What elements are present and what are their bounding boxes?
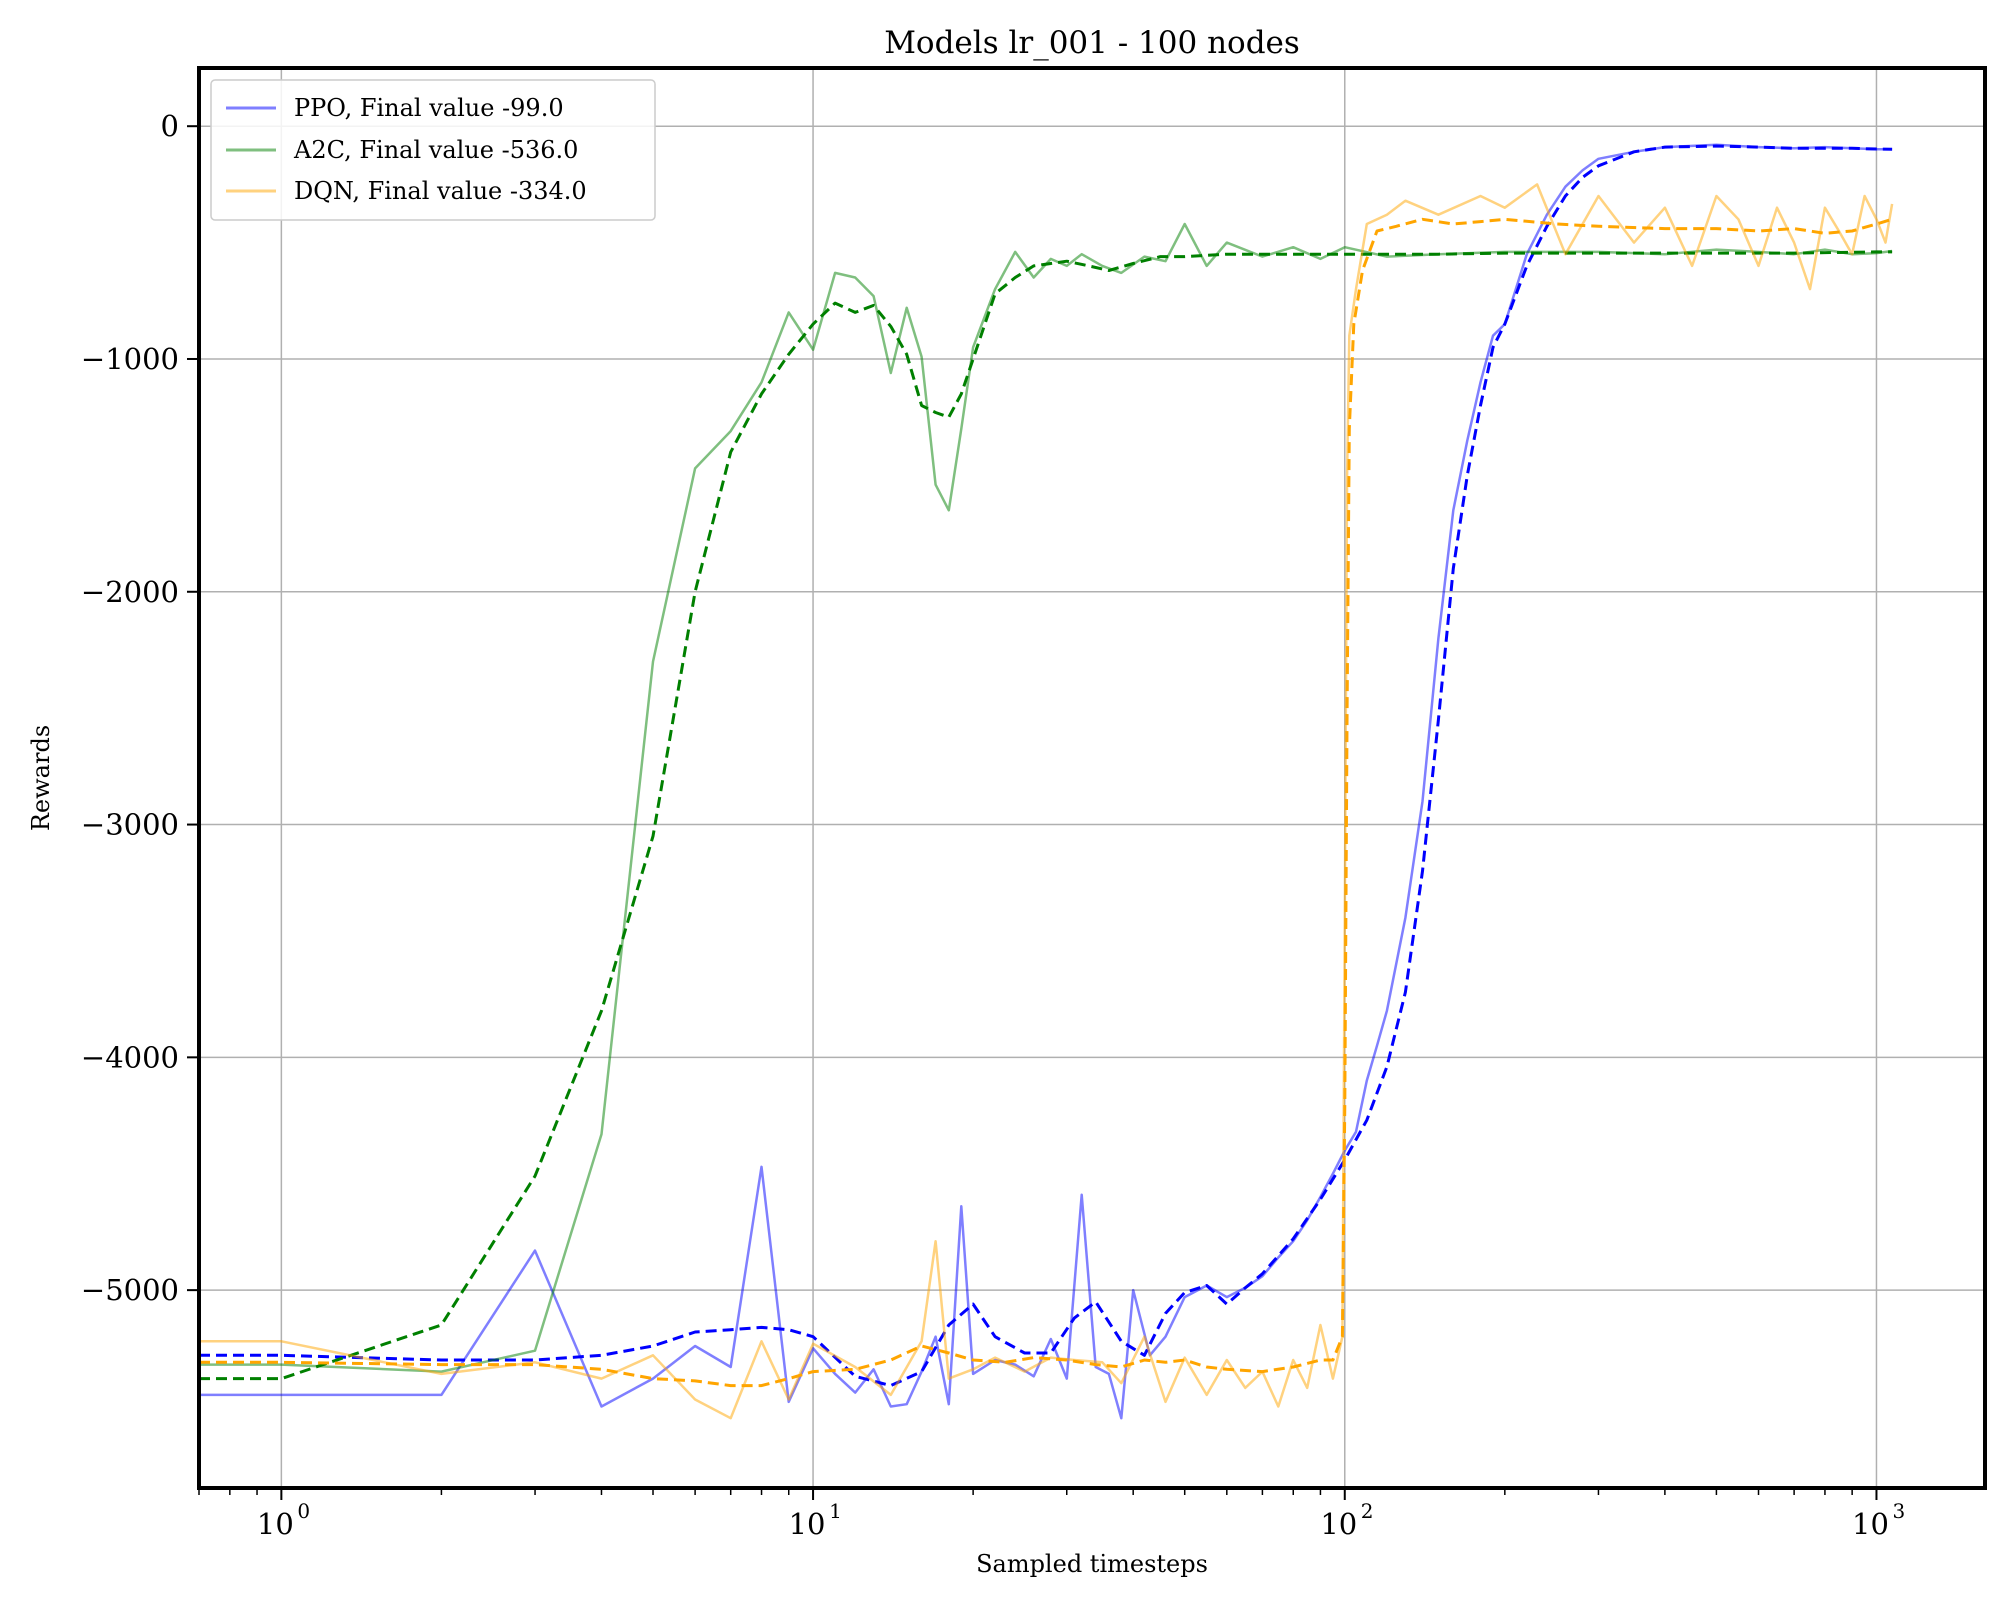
- legend-label-a2c: A2C, Final value -536.0: [293, 136, 578, 164]
- plot-frame: [197, 66, 1987, 1490]
- y-tick-label: 0: [161, 109, 179, 143]
- x-tick-label: 10: [257, 1507, 294, 1541]
- x-tick-label: 10: [1852, 1507, 1889, 1541]
- y-tick-label: −5000: [81, 1273, 179, 1307]
- legend-label-dqn: DQN, Final value -334.0: [294, 177, 587, 205]
- legend: PPO, Final value -99.0 A2C, Final value …: [210, 79, 656, 221]
- x-tick-label-exponent: 0: [297, 1499, 310, 1523]
- series-line-0: [199, 143, 1893, 1420]
- y-axis-label: Rewards: [27, 725, 55, 831]
- series-lines: [199, 143, 1894, 1420]
- series-line-5: [199, 217, 1893, 1388]
- legend-box: [210, 79, 656, 221]
- x-tick-label-exponent: 3: [1892, 1499, 1905, 1523]
- y-tick-label: −3000: [81, 808, 179, 842]
- chart-title: Models lr_001 - 100 nodes: [884, 25, 1300, 61]
- axis-ticks: 10 0 10 1 10 2 10 30−1000−2000−3000−4000−5000: [81, 109, 1905, 1541]
- y-tick-label: −4000: [81, 1040, 179, 1074]
- x-tick-label: 10: [1320, 1507, 1357, 1541]
- y-tick-label: −1000: [81, 342, 179, 376]
- x-tick-label-exponent: 2: [1361, 1499, 1374, 1523]
- y-tick-label: −2000: [81, 575, 179, 609]
- legend-label-ppo: PPO, Final value -99.0: [294, 94, 564, 122]
- x-axis-label: Sampled timesteps: [976, 1550, 1208, 1578]
- x-tick-label-exponent: 1: [829, 1499, 842, 1523]
- x-tick-label: 10: [789, 1507, 826, 1541]
- series-line-4: [199, 183, 1894, 1420]
- series-line-1: [199, 144, 1893, 1388]
